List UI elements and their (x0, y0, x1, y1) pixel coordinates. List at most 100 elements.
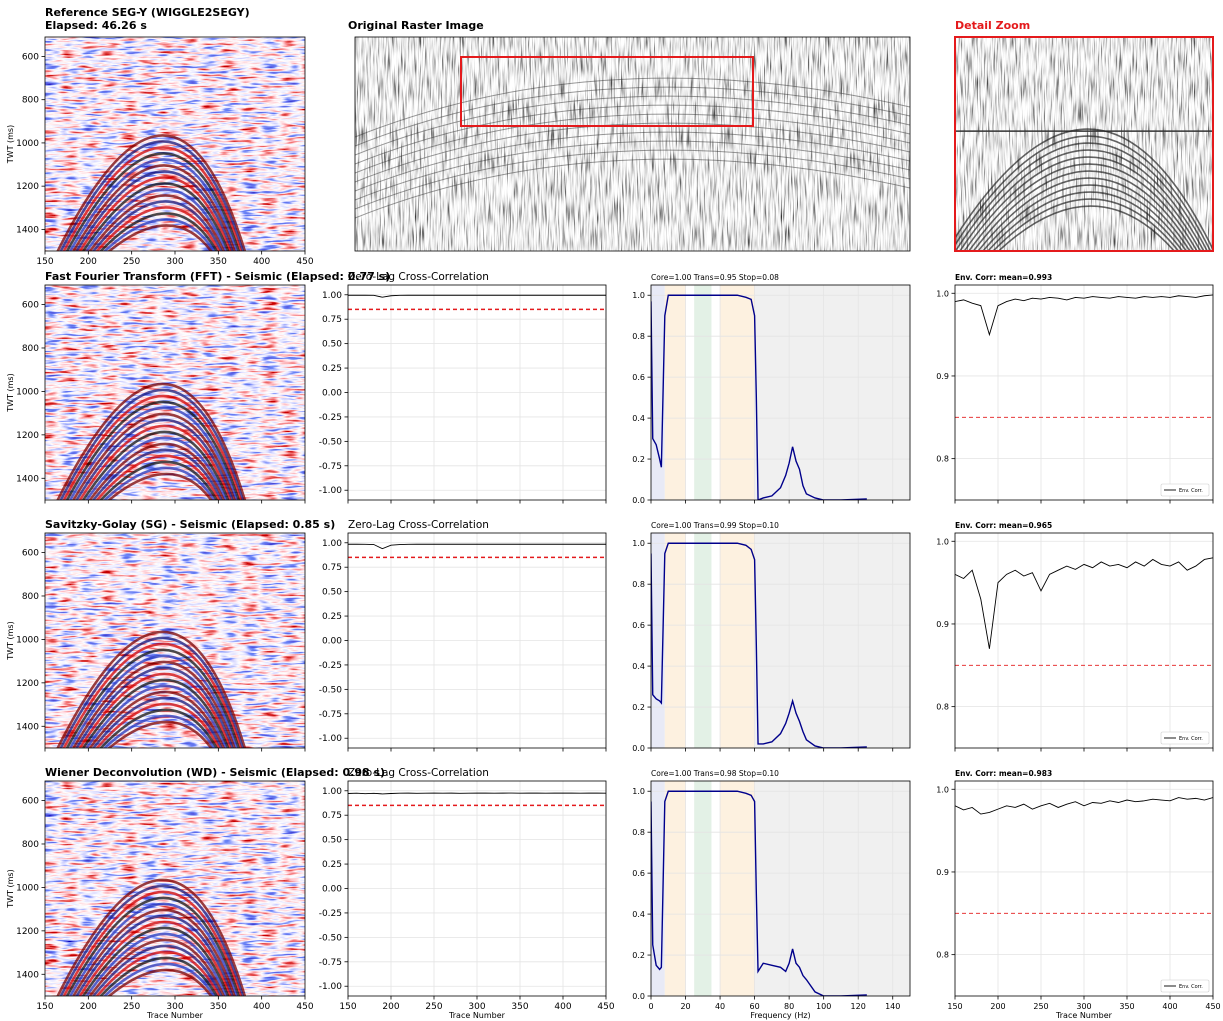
panel-title: Original Raster Image (348, 19, 484, 32)
legend-box (1160, 483, 1210, 497)
y-tick-label: 1.0 (632, 539, 645, 548)
reflector (75, 666, 234, 748)
x-tick-label: 450 (1205, 1002, 1220, 1011)
y-tick-label: 1400 (16, 722, 39, 732)
x-tick-label: 250 (123, 257, 140, 267)
panel-title: Wiener Deconvolution (WD) - Seismic (Ela… (45, 766, 385, 779)
y-tick-label: 600 (22, 797, 39, 807)
plot-area (45, 781, 305, 996)
panel: Fast Fourier Transform (FFT) - Seismic (… (6, 270, 390, 504)
plot-area (348, 533, 606, 748)
y-tick-label: -1.00 (319, 734, 343, 744)
frame (44, 36, 306, 252)
plot-area (651, 781, 910, 996)
reflector (75, 418, 234, 500)
reflector (62, 890, 242, 996)
reflector (65, 400, 240, 500)
reflector (81, 182, 230, 251)
reflector (68, 654, 238, 748)
y-tick-label: 0.00 (322, 637, 342, 647)
panel-title: Core=1.00 Trans=0.98 Stop=0.10 (651, 769, 779, 778)
y-tick-label: 1.0 (936, 785, 949, 794)
reflector (75, 914, 234, 996)
series-line (348, 294, 606, 298)
y-tick-label: 1.0 (936, 289, 949, 298)
plot-area (955, 285, 1213, 500)
band (694, 285, 712, 500)
panel-title: Savitzky-Golay (SG) - Seismic (Elapsed: … (45, 518, 335, 531)
reflector (62, 146, 242, 251)
y-tick-label: 0.9 (936, 868, 949, 877)
reflector (107, 472, 213, 500)
frame (650, 780, 911, 997)
band (754, 533, 910, 748)
x-tick-label: 400 (554, 1002, 571, 1012)
series-line (651, 542, 867, 748)
y-tick-label: 1.00 (322, 291, 342, 301)
y-tick-label: 800 (22, 592, 39, 602)
reflector (68, 158, 238, 251)
reflector (56, 878, 247, 996)
y-tick-label: 1.0 (632, 291, 645, 300)
reflector (56, 630, 247, 748)
x-tick-label: 300 (1076, 1002, 1091, 1011)
plot-area (955, 37, 1213, 251)
legend-label: Env. Corr. (1179, 984, 1203, 990)
panel: Wiener Deconvolution (WD) - Seismic (Ela… (6, 766, 385, 1020)
x-tick-label: 20 (680, 1002, 690, 1011)
reflector (99, 956, 218, 996)
plot-area (651, 285, 910, 500)
y-tick-label: 0.8 (936, 455, 949, 464)
reflector (355, 86, 910, 147)
x-tick-label: 450 (597, 1002, 614, 1012)
y-tick-label: 1.0 (936, 537, 949, 546)
panel: Zero-Lag Cross-Correlation 150 200 250 300 35… (319, 767, 615, 1020)
reflector (91, 448, 223, 500)
reflector (107, 720, 213, 748)
reflector (85, 188, 228, 251)
reflector (95, 454, 221, 500)
reflector (355, 149, 910, 210)
y-tick-label: -1.00 (319, 982, 343, 992)
reflector (56, 382, 247, 500)
y-tick-label: -0.50 (319, 437, 343, 447)
reflector (72, 908, 236, 996)
reflector (955, 135, 1212, 251)
y-tick-label: 0.8 (936, 951, 949, 960)
y-tick-label: 600 (22, 52, 39, 62)
frame (650, 284, 911, 501)
reflector (78, 672, 232, 748)
reflector (967, 163, 1198, 251)
panel: Savitzky-Golay (SG) - Seismic (Elapsed: … (6, 518, 335, 752)
y-tick-label: -0.25 (319, 909, 342, 919)
frame (954, 36, 1214, 252)
y-tick-label: 1000 (16, 883, 39, 893)
x-tick-label: 250 (1033, 1002, 1048, 1011)
reflector (59, 140, 245, 251)
image-texture (355, 37, 910, 251)
x-tick-label: 250 (425, 1002, 442, 1012)
y-tick-label: 0.0 (632, 992, 645, 1001)
series-line (955, 797, 1213, 815)
plot-area (45, 285, 305, 500)
panel: Env. Corr: mean=0.965 0.8 0.9 1.0 Env. Corr. (936, 521, 1214, 752)
y-tick-label: 0.50 (322, 836, 342, 846)
y-tick-label: 0.25 (322, 612, 342, 622)
panel: Zero-Lag Cross-Correlation 1.00 0.75 0.50 0.… (319, 519, 607, 752)
y-tick-label: -0.50 (319, 933, 343, 943)
legend-box (1160, 979, 1210, 993)
reflector (977, 177, 1191, 251)
y-tick-label: 0.25 (322, 364, 342, 374)
y-tick-label: 0.0 (632, 744, 645, 753)
y-tick-label: 0.50 (322, 588, 342, 598)
plot-area (45, 533, 305, 748)
frame (44, 780, 306, 997)
x-tick-label: 200 (80, 1002, 97, 1012)
y-tick-label: 0.8 (632, 332, 645, 341)
band (664, 781, 686, 996)
series-line (348, 792, 606, 795)
x-tick-label: 350 (210, 257, 227, 267)
y-tick-label: -0.75 (319, 462, 342, 472)
x-tick-label: 450 (296, 1002, 313, 1012)
